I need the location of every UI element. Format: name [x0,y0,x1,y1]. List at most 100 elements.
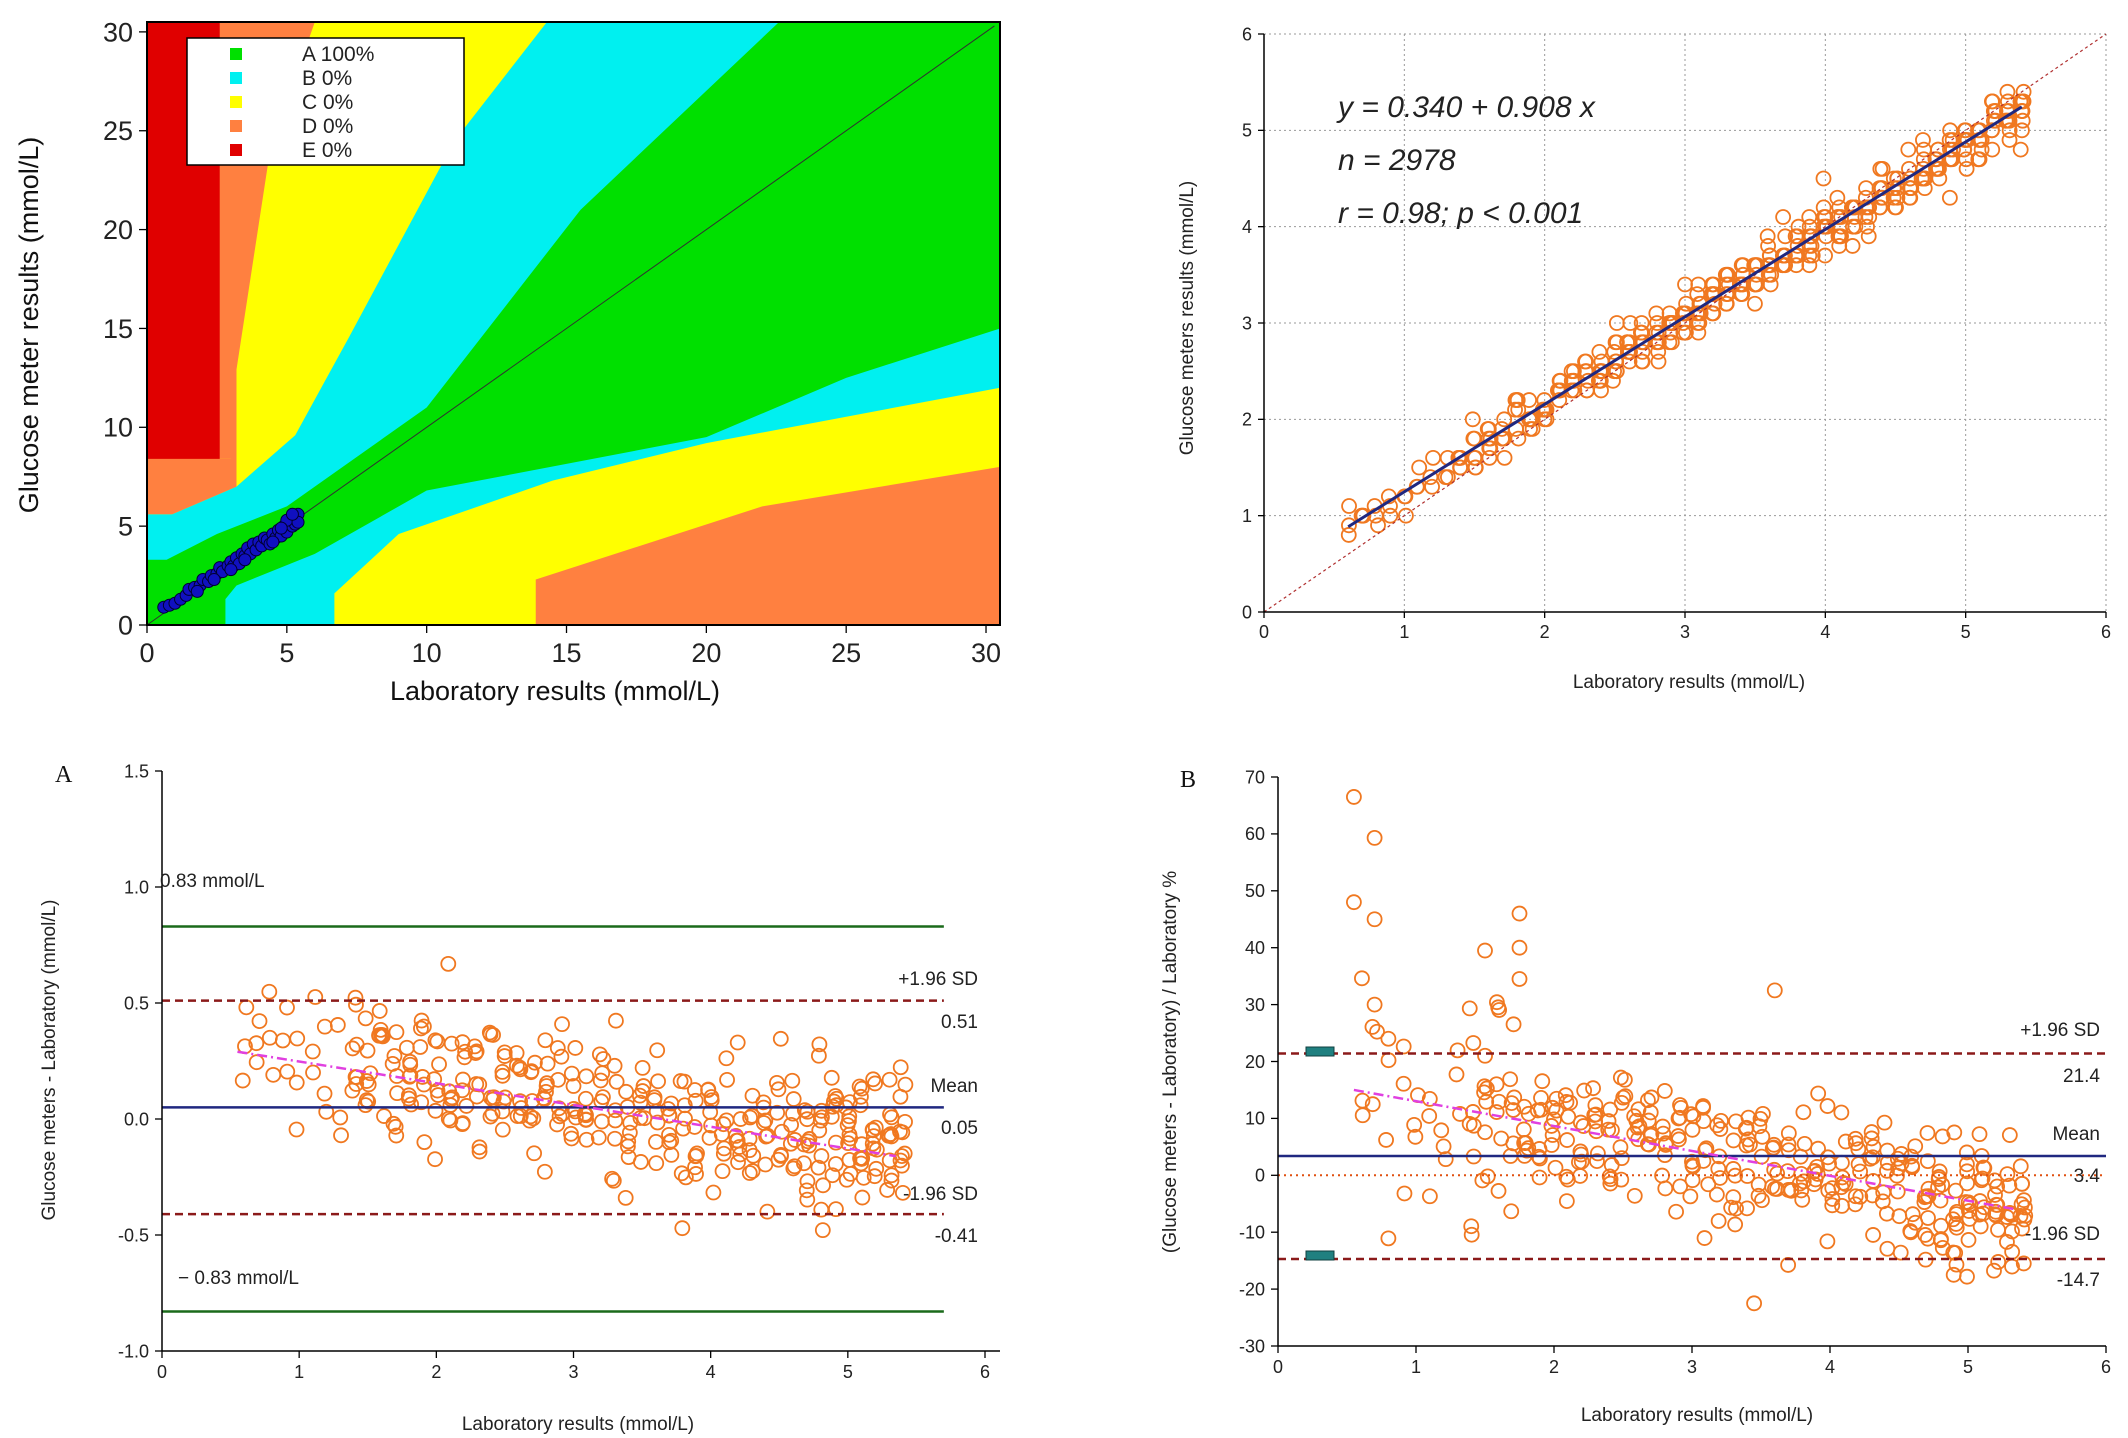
regression-data-point [1815,170,1832,187]
ba-a-data-point [427,1151,443,1168]
regression-data-point [1609,334,1625,351]
regression-data-point [1521,392,1537,408]
ba-a-data-point [443,1035,460,1052]
ba-a-data-point [402,1056,419,1073]
regression-x-tick-label: 3 [1680,622,1690,642]
ba-a-data-point [687,1159,703,1176]
ba-b-data-point [1585,1080,1601,1097]
ba-a-data-point [526,1145,543,1162]
ba-a-data-point [796,1102,813,1119]
ba-b-data-point [1863,1130,1880,1147]
ba-b-data-point [2012,1158,2029,1175]
ba-b-data-point [1477,1047,1493,1064]
regression-data-point [1382,507,1399,524]
regression-data-point [1887,199,1903,216]
regression-data-point [1760,238,1776,254]
regression-data-point [1775,209,1792,225]
ba-a-y-tick-label: 0.0 [124,1109,149,1129]
bland-altman-a-axes: 0 1 2 3 4 5 6 -1.0 -0.5 0.0 0.5 1.0 1.5 [118,761,1000,1382]
ba-b-data-point [1780,1125,1797,1142]
ba-b-data-point [1696,1230,1713,1246]
ba-a-lower-ext-label: − 0.83 mmol/L [178,1268,299,1289]
ba-a-data-point [482,1026,499,1043]
ba-b-data-point [1544,1127,1561,1143]
ba-b-data-point [1463,1218,1480,1235]
ba-b-data-point [1602,1175,1619,1192]
ba-b-data-point [1876,1114,1893,1131]
ba-b-x-tick-label: 0 [1273,1357,1283,1377]
ba-a-data-point [688,1166,704,1182]
ba-a-data-point [554,1016,570,1033]
regression-chart: 0 1 2 3 4 5 6 0 1 2 3 4 5 6 y = 0.340 + 0.908 x n = 2… [1177,24,2111,693]
clarke-x-tick-label: 10 [412,638,442,668]
regression-data-point [1510,401,1527,418]
clarke-axes: 0 5 10 15 20 25 30 0 5 10 15 20 25 30 [103,17,1001,668]
ba-a-data-point [279,1063,296,1080]
ba-b-data-point [1710,1213,1727,1229]
regression-data-point [1833,228,1849,245]
clarke-plot-border [146,21,1001,626]
ba-b-data-point [1612,1139,1629,1156]
regression-data-point [1759,228,1776,245]
ba-a-data-point [387,1118,404,1135]
ba-b-data-point [1990,1254,2007,1270]
clarke-y-tick-label: 25 [103,116,133,146]
ba-a-data-point [454,1082,471,1099]
zone-d-upper-region [147,22,315,560]
ba-b-data-point [2016,1211,2033,1228]
ba-a-data-point [413,1020,429,1037]
regression-x-tick-label: 2 [1540,622,1550,642]
ba-a-data-point [799,1173,816,1190]
legend-label: E 0% [302,139,352,162]
clarke-x-tick-label: 5 [279,638,294,668]
regression-data-point [1915,170,1932,187]
bland-altman-a-points [234,955,914,1239]
ba-b-data-point [1364,1096,1381,1113]
ba-a-data-point [593,1113,610,1130]
ba-b-data-point [1657,1180,1674,1197]
clarke-y-tick-label: 15 [103,314,133,344]
ba-b-x-tick-label: 6 [2101,1357,2111,1377]
ba-b-data-point [1557,1087,1574,1104]
ba-b-data-point [1558,1193,1575,1209]
ba-a-data-point [686,1119,703,1135]
ba-a-data-point [595,1051,612,1067]
ba-a-data-point [539,1055,556,1072]
ba-a-data-point [661,1126,677,1143]
ba-b-data-point [1654,1118,1671,1135]
ba-a-data-point [705,1184,722,1201]
ba-a-data-point [894,1157,910,1174]
clarke-x-tick-label: 25 [831,638,861,668]
ba-b-data-point [1709,1117,1726,1134]
ba-b-data-point [1516,1135,1533,1151]
ba-a-data-point [348,996,364,1013]
ba-b-data-point [1463,1226,1480,1243]
ba-a-data-point [716,1140,733,1157]
ba-a-data-point [497,1089,514,1106]
regression-data-point [1675,324,1692,341]
ba-a-data-point [741,1130,758,1147]
ba-a-data-point [553,1048,570,1065]
bland-altman-b-lines [1278,1052,2106,1261]
regression-data-point [1916,180,1933,197]
ba-b-data-point [2001,1204,2018,1221]
ba-a-data-point [742,1109,759,1126]
ba-b-data-point [1366,996,1383,1013]
ba-b-data-point [1959,1163,1976,1180]
ba-a-data-point [521,1112,538,1129]
ba-b-data-point [1478,1093,1495,1110]
clarke-data-point [224,563,238,577]
ba-a-data-point [508,1057,525,1074]
regression-data-point [2012,141,2029,158]
ba-b-data-point [1739,1200,1755,1217]
ba-b-trend-line [1353,1088,2017,1211]
regression-data-point [1931,170,1948,187]
regression-data-point [1355,507,1372,524]
ba-a-data-point [398,1039,415,1056]
ba-a-data-point [307,989,324,1005]
clarke-data-point [190,584,204,598]
ba-a-data-point [663,1147,680,1163]
ba-a-data-point [279,999,295,1016]
ba-b-data-point [1976,1160,1993,1176]
ba-a-data-point [454,1115,471,1132]
